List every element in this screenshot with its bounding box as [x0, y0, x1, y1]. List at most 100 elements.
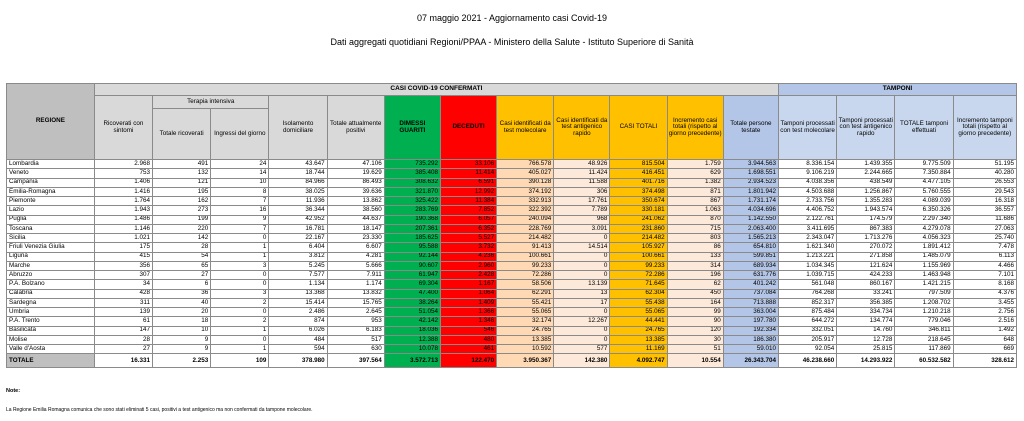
table-cell: 44.637: [326, 214, 385, 225]
cell-regione: Marche: [6, 260, 95, 272]
table-cell: 870: [666, 214, 724, 225]
table-cell: 14.514: [553, 242, 611, 253]
table-cell: 12.728: [836, 334, 896, 346]
table-cell: 11.424: [553, 168, 611, 179]
header-tamponi-antigenico: Tamponi processati con test antigenico r…: [836, 95, 896, 160]
table-cell: 1.486: [93, 214, 154, 225]
table-cell: 51.054: [383, 306, 441, 318]
cell-regione: TOTALE: [6, 353, 95, 369]
table-cell: 5.527: [439, 232, 498, 244]
table-cell: 9.106.219: [777, 168, 838, 179]
table-cell: 629: [666, 168, 724, 179]
table-cell: 15.414: [268, 297, 328, 309]
header-group-terapia: Terapia intensiva: [152, 95, 270, 109]
table-cell: 1.142.550: [722, 214, 780, 225]
table-cell: 47.400: [383, 288, 441, 299]
table-cell: 196: [666, 269, 724, 281]
table-cell: 867.383: [836, 223, 896, 235]
table-cell: 2.645: [326, 306, 385, 318]
table-row: Basilicata 147 10 1 6.026 6.183 18.036 546 24.76…: [6, 325, 1018, 336]
cell-regione: P.A. Trento: [6, 316, 95, 327]
table-cell: 1.801.942: [722, 186, 780, 198]
table-cell: 764.268: [777, 288, 838, 299]
table-cell: 378.980: [268, 353, 328, 369]
table-cell: 121.624: [836, 260, 896, 272]
table-cell: 14: [210, 168, 270, 179]
table-cell: 12.267: [553, 316, 611, 327]
table-cell: 1.355.283: [836, 195, 896, 207]
table-body: Lombardia 2.968 491 24 43.647 47.106 735.292 33…: [6, 158, 1018, 369]
table-cell: 142.380: [553, 353, 611, 369]
table-cell: 1: [210, 325, 270, 336]
table-cell: 99.233: [609, 260, 668, 272]
table-cell: 38.025: [268, 186, 328, 198]
table-cell: 7.101: [952, 269, 1018, 281]
table-cell: 356: [93, 260, 154, 272]
table-cell: 62.291: [496, 288, 555, 299]
table-cell: 0: [210, 334, 270, 346]
table-cell: 1.565.213: [722, 232, 780, 244]
table-cell: 4.279.078: [894, 223, 954, 235]
table-cell: 72.286: [496, 269, 555, 281]
table-cell: 1.155.969: [894, 260, 954, 272]
table-cell: 7.789: [553, 205, 611, 216]
cell-regione: Abruzzo: [6, 269, 95, 281]
table-cell: 27: [93, 343, 154, 355]
table-cell: 4.503.688: [777, 186, 838, 198]
header-casi-molecolare: Casi identificati da test molecolare: [496, 95, 555, 160]
table-cell: 220: [152, 223, 212, 235]
header-regione: REGIONE: [6, 83, 95, 160]
header-group-casi: CASI COVID-19 CONFERMATI: [93, 83, 780, 96]
table-cell: 122.470: [439, 353, 498, 369]
table-cell: 7.350.884: [894, 168, 954, 179]
table-cell: 147: [93, 325, 154, 336]
table-cell: 4.034.696: [722, 205, 780, 216]
table-cell: 321.870: [383, 186, 441, 198]
table-cell: 2.733.756: [777, 195, 838, 207]
table-cell: 6.352: [439, 223, 498, 235]
table-cell: 0: [553, 334, 611, 346]
table-cell: 968: [553, 214, 611, 225]
table-cell: 283.769: [383, 205, 441, 216]
table-cell: 2.122.761: [777, 214, 838, 225]
table-cell: 192.334: [722, 325, 780, 336]
cell-regione: Liguria: [6, 251, 95, 262]
table-cell: 630: [326, 343, 385, 355]
table-cell: 401.716: [609, 177, 668, 188]
table-cell: 2.244.665: [836, 168, 896, 179]
table-row: Lombardia 2.968 491 24 43.647 47.106 735.292 33…: [6, 158, 1018, 170]
table-cell: 766.578: [496, 158, 555, 170]
table-cell: 13.139: [553, 279, 611, 290]
table-cell: 86.493: [326, 177, 385, 188]
table-cell: 1.210.218: [894, 306, 954, 318]
table-cell: 4.236: [439, 251, 498, 262]
table-cell: 207.361: [383, 223, 441, 235]
cell-regione: Emilia-Romagna: [6, 186, 95, 198]
table-cell: 325.422: [383, 195, 441, 207]
header-persone-testate: Totale persone testate: [722, 95, 780, 160]
page-title: 07 maggio 2021 - Aggiornamento casi Covi…: [416, 13, 608, 23]
table-cell: 11.414: [439, 168, 498, 179]
table-cell: 2.253: [152, 353, 212, 369]
table-cell: 0: [553, 325, 611, 336]
table-cell: 55.065: [496, 306, 555, 318]
table-cell: 139: [93, 306, 154, 318]
table-cell: 16.781: [268, 223, 328, 235]
table-cell: 860.167: [836, 279, 896, 290]
table-cell: 8: [210, 186, 270, 198]
table-cell: 330.181: [609, 205, 668, 216]
cell-regione: Campania: [6, 177, 95, 188]
table-row: Abruzzo 307 27 0 7.577 7.911 61.947 2.428 72.286…: [6, 269, 1018, 281]
table-cell: 100.661: [609, 251, 668, 262]
table-cell: 109: [210, 353, 270, 369]
table-row: Marche 356 65 3 5.245 5.666 90.607 2.960 99.233 0…: [6, 260, 1018, 272]
table-cell: 11.686: [952, 214, 1018, 225]
table-cell: 328.612: [952, 353, 1018, 369]
table-cell: 241.062: [609, 214, 668, 225]
table-cell: 1.439.355: [836, 158, 896, 170]
table-cell: 47.106: [326, 158, 385, 170]
table-cell: 737.084: [722, 288, 780, 299]
header-tamponi-molecolare: Tamponi processati con test molecolare: [777, 95, 838, 160]
table-cell: 438.549: [836, 177, 896, 188]
table-cell: 1.713.276: [836, 232, 896, 244]
